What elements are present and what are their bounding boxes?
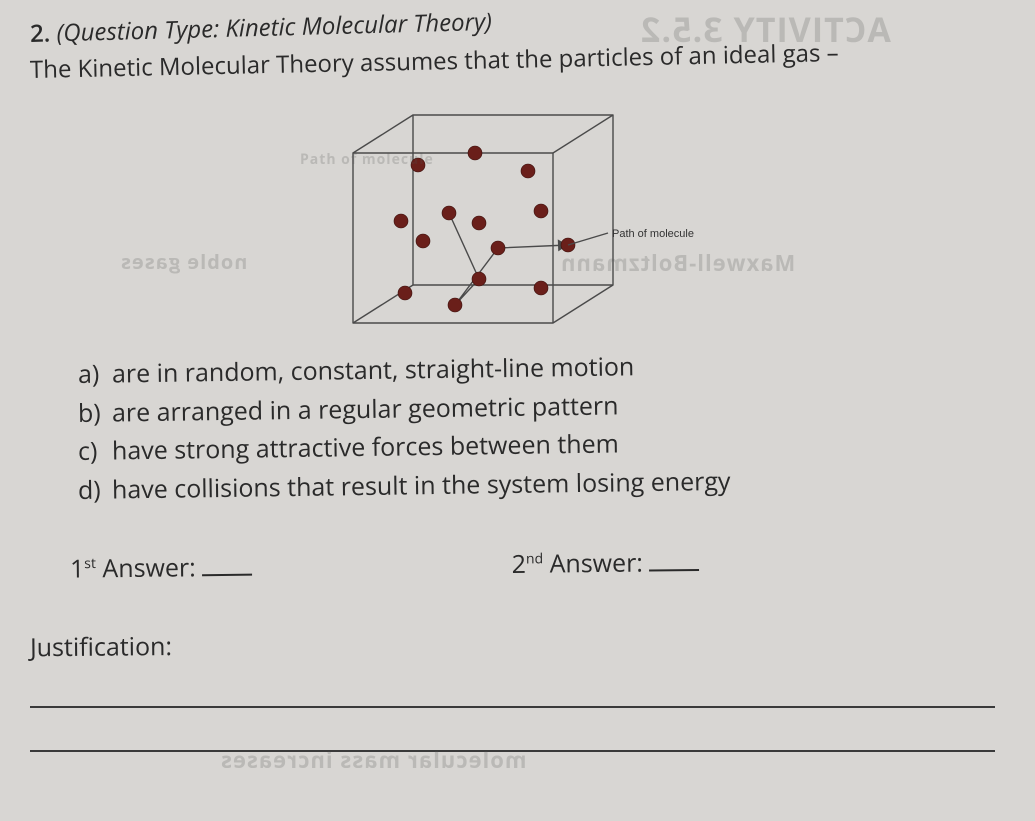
- molecule-cube-diagram: Path of molecule: [293, 93, 743, 343]
- second-answer-blank[interactable]: [649, 567, 699, 572]
- second-answer-label: 2nd Answer:: [512, 545, 644, 580]
- option-letter: b): [78, 393, 113, 432]
- option-letter: a): [78, 354, 113, 393]
- path-of-molecule-label: Path of molecule: [612, 228, 694, 240]
- justification-line-1[interactable]: [30, 706, 995, 708]
- answer-row: 1st Answer: 2nd Answer:: [30, 542, 1005, 586]
- justification-label: Justification:: [30, 622, 1005, 665]
- option-text: have strong attractive forces between th…: [112, 427, 619, 468]
- question-type: (Question Type: Kinetic Molecular Theory…: [56, 5, 492, 49]
- answer-gap: [252, 573, 512, 576]
- first-answer-blank[interactable]: [202, 571, 252, 576]
- option-text: are arranged in a regular geometric patt…: [112, 388, 619, 429]
- diagram-container: Path of molecule: [30, 93, 1005, 343]
- justification-line-2[interactable]: [30, 750, 995, 752]
- options-list: a)are in random, constant, straight-line…: [30, 355, 1005, 510]
- first-answer-label: 1st Answer:: [70, 550, 196, 585]
- option-letter: c): [78, 432, 113, 471]
- question-number: 2.: [30, 16, 51, 50]
- option-text: are in random, constant, straight-line m…: [112, 349, 635, 390]
- option-letter: d): [78, 471, 113, 510]
- option-text: have collisions that result in the syste…: [112, 464, 731, 507]
